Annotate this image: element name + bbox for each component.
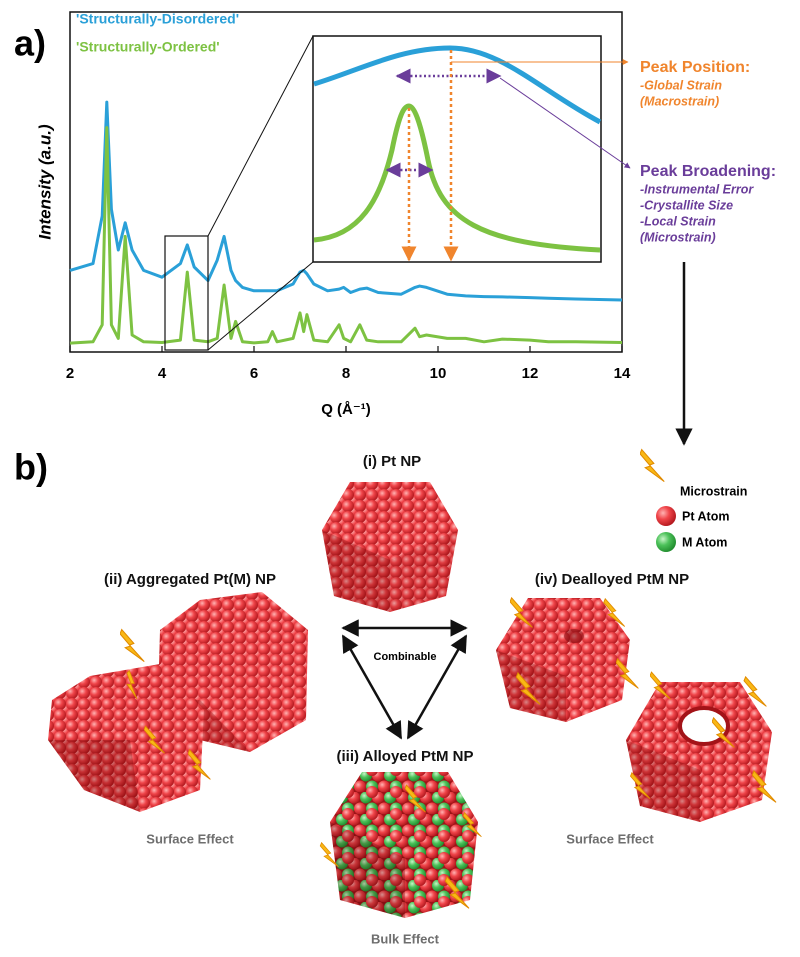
callout-line <box>499 77 631 169</box>
legend-bolt <box>640 448 665 483</box>
y-axis-label: Intensity (a.u.) <box>35 124 54 240</box>
legend-label: M Atom <box>682 535 727 549</box>
effect-label: Bulk Effect <box>371 931 440 946</box>
series-line <box>69 100 623 302</box>
annotation-title: Peak Position: <box>640 59 750 76</box>
x-tick-label: 10 <box>430 365 447 382</box>
legend-atom <box>656 532 676 552</box>
annotations: Peak Position: -Global Strain (Macrostrain… <box>640 59 776 244</box>
effect-label: Surface Effect <box>566 831 654 846</box>
x-axis-label: Q (Å⁻¹) <box>321 401 371 418</box>
inset-curve <box>313 45 602 125</box>
nanoparticle <box>330 772 478 918</box>
nanoparticle <box>322 482 458 612</box>
legend-label: Pt Atom <box>682 509 729 523</box>
x-tick-label: 4 <box>158 365 167 382</box>
annotation-line: -Local Strain <box>640 214 716 228</box>
center-label: Combinable <box>374 651 437 663</box>
relation-arrow <box>406 634 468 740</box>
node-label: (i) Pt NP <box>363 453 421 470</box>
node-label: (iv) Dealloyed PtM NP <box>535 571 689 588</box>
node-label: (ii) Aggregated Pt(M) NP <box>104 571 276 588</box>
relation-arrow <box>341 634 403 740</box>
zoom-line <box>207 261 314 351</box>
annotation-line: -Crystallite Size <box>640 198 733 212</box>
inset-curve <box>313 103 601 253</box>
legend-label: Microstrain <box>680 484 747 498</box>
x-tick-label: 12 <box>522 365 539 382</box>
annotation-line: -Global Strain <box>640 78 722 92</box>
zoom-box <box>164 235 209 351</box>
panel-label: b) <box>14 447 48 488</box>
panel-label: a) <box>14 23 46 64</box>
series-line <box>69 126 623 345</box>
series-group <box>69 100 623 345</box>
bolt <box>120 628 145 663</box>
legend-label: 'Structurally-Disordered' <box>76 11 239 27</box>
zoom-line <box>207 35 314 237</box>
legend-label: 'Structurally-Ordered' <box>76 39 220 55</box>
annotation-line: -Instrumental Error <box>640 182 754 196</box>
x-tick-label: 8 <box>342 365 350 382</box>
effect-label: Surface Effect <box>146 831 234 846</box>
legend-atom <box>656 506 676 526</box>
nanoparticle <box>496 598 772 822</box>
x-tick-label: 2 <box>66 365 74 382</box>
node-label: (iii) Alloyed PtM NP <box>337 748 474 765</box>
annotation-title: Peak Broadening: <box>640 163 776 180</box>
annotation-line: (Macrostrain) <box>640 94 719 108</box>
annotation-line: (Microstrain) <box>640 230 716 244</box>
nanoparticle <box>48 592 308 812</box>
x-tick-label: 14 <box>614 365 631 382</box>
x-tick-label: 6 <box>250 365 258 382</box>
